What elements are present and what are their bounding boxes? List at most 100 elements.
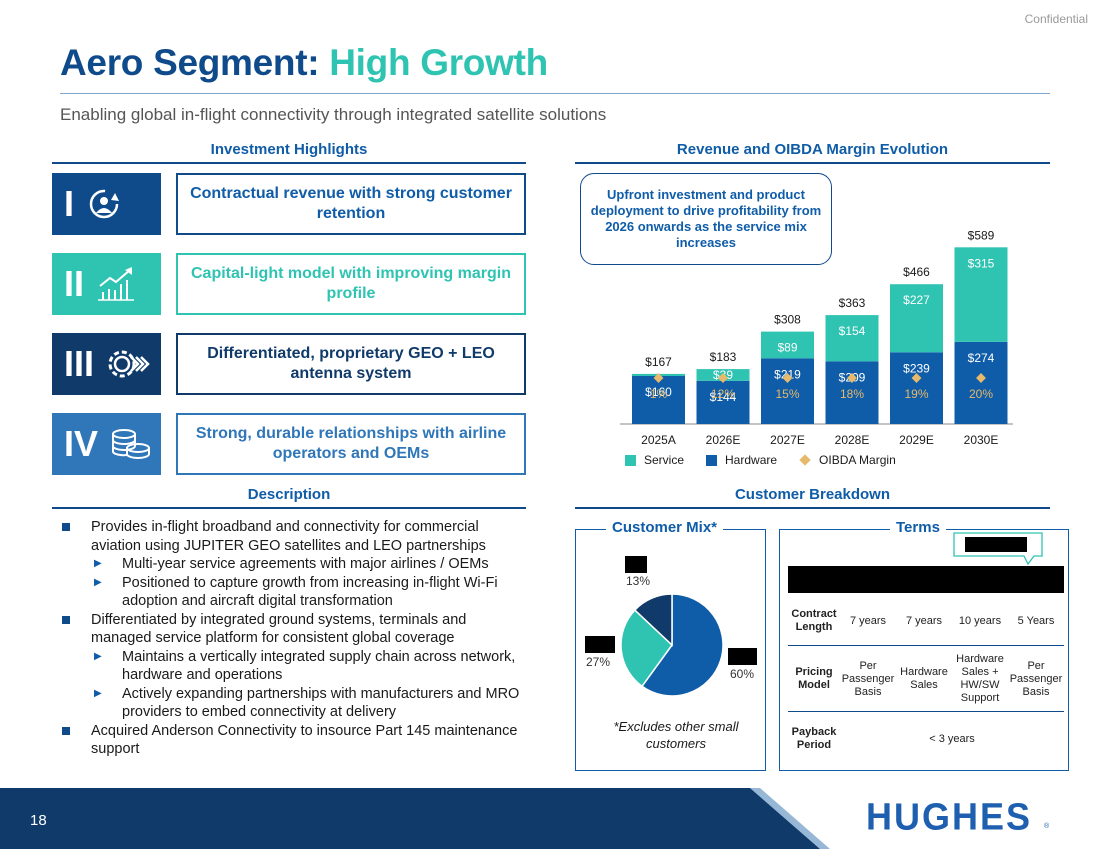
terms-cell: Per Passenger Basis: [1009, 659, 1063, 698]
oibda-margin-marker: [911, 373, 922, 383]
legend-item-oibda: OIBDA Margin: [799, 453, 896, 467]
oibda-margin-label: 1%: [650, 387, 668, 401]
bar-service-label: $227: [903, 293, 930, 307]
oibda-margin-label: 19%: [904, 387, 928, 401]
revenue-chart: $167$1601%2025A$183$144$3912%2026E$308$2…: [620, 228, 1013, 447]
terms-divider: [788, 711, 1064, 712]
pie-label-27: 27%: [586, 655, 611, 669]
description-heading: Description: [247, 486, 331, 503]
terms-cell: < 3 years: [929, 732, 975, 745]
bar-hardware-label: $274: [968, 351, 995, 365]
bar-hardware: [761, 358, 814, 424]
highlight-badge-4: IV: [52, 413, 161, 475]
legend-label: OIBDA Margin: [819, 453, 896, 467]
description-list: Provides in-flight broadband and connect…: [60, 518, 530, 759]
bar-total-label: $308: [774, 313, 801, 327]
title-accent: High Growth: [329, 42, 548, 83]
description-sub-bullet: Positioned to capture growth from increa…: [60, 574, 530, 611]
bar-service: [890, 284, 943, 353]
oibda-margin-marker: [847, 373, 857, 383]
oibda-margin-label: 15%: [775, 387, 799, 401]
highlight-numeral: IV: [64, 423, 99, 464]
x-tick-label: 2028E: [835, 433, 870, 447]
terms-cell: Hardware Sales: [900, 666, 948, 691]
highlight-text-2: Capital-light model with improving margi…: [176, 253, 526, 315]
terms-row-payback-period: Payback Period < 3 years: [788, 724, 1064, 754]
page-number: 18: [30, 812, 47, 829]
x-tick-label: 2030E: [964, 433, 999, 447]
chart-callout: Upfront investment and product deploymen…: [580, 173, 832, 265]
logo-registered-mark: ®: [1044, 823, 1050, 830]
bar-service-label: $315: [968, 256, 995, 270]
customer-mix-pie: [620, 593, 724, 697]
bar-hardware: [890, 352, 943, 424]
highlight-text-3: Differentiated, proprietary GEO + LEO an…: [176, 333, 526, 395]
hughes-logo: HUGHES: [866, 794, 1033, 838]
highlight-text-4: Strong, durable relationships with airli…: [176, 413, 526, 475]
customer-mix-title: Customer Mix*: [606, 519, 724, 536]
terms-row-contract-length: Contract Length 7 years 7 years 10 years…: [788, 606, 1064, 636]
highlight-text-1: Contractual revenue with strong customer…: [176, 173, 526, 235]
highlight-numeral: I: [64, 183, 75, 224]
bar-service-label: $89: [777, 341, 797, 355]
revenue-chart-heading: Revenue and OIBDA Margin Evolution: [676, 141, 949, 158]
oibda-margin-marker: [782, 373, 793, 383]
terms-row-pricing-model: Pricing Model Per Passenger Basis Hardwa…: [788, 652, 1064, 706]
footer-band: [0, 788, 830, 849]
terms-row-header: Contract Length: [791, 608, 837, 633]
revenue-chart-rule: [575, 162, 1050, 164]
legend-item-service: Service: [625, 453, 684, 467]
terms-cell: Per Passenger Basis: [841, 659, 895, 698]
pie-slice: [640, 593, 724, 697]
coins-icon: [112, 429, 151, 459]
terms-cell: Hardware Sales + HW/SW Support: [956, 653, 1004, 704]
bar-service: [761, 331, 814, 359]
bar-hardware: [632, 376, 685, 424]
pie-slice: [620, 609, 673, 688]
legend-swatch-hardware: [706, 454, 718, 466]
highlight-numeral: II: [64, 263, 85, 304]
redaction-block: [965, 537, 1027, 552]
customer-breakdown-rule: [575, 507, 1050, 509]
title-divider: [60, 93, 1050, 94]
bar-total-label: $466: [903, 265, 930, 279]
description-sub-bullet: Maintains a vertically integrated supply…: [60, 648, 530, 685]
terms-cell: 5 Years: [1017, 614, 1055, 627]
confidential-label: Confidential: [1024, 12, 1088, 26]
bar-service-label: $154: [839, 324, 866, 338]
bar-hardware-label: $239: [903, 361, 930, 375]
highlight-badge-2: II: [52, 253, 161, 315]
x-tick-label: 2029E: [899, 433, 934, 447]
bar-total-label: $589: [968, 228, 995, 242]
title-main: Aero Segment:: [60, 42, 320, 83]
legend-swatch-oibda: [799, 454, 811, 466]
oibda-margin-marker: [653, 373, 664, 383]
description-sub-bullet: Multi-year service agreements with major…: [60, 555, 530, 574]
redaction-block: [728, 648, 757, 665]
oibda-margin-label: 18%: [840, 387, 864, 401]
investment-highlights-rule: [52, 162, 526, 164]
description-bullet: Provides in-flight broadband and connect…: [60, 518, 530, 555]
terms-row-header: Pricing Model: [795, 666, 833, 691]
legend-swatch-service: [625, 454, 636, 466]
legend-label: Service: [644, 453, 685, 467]
x-tick-label: 2027E: [770, 433, 805, 447]
growth-chart-icon: [98, 267, 135, 301]
highlight-badge-3: III: [52, 333, 161, 395]
description-rule: [52, 507, 526, 509]
x-tick-label: 2026E: [706, 433, 741, 447]
gear-speed-icon: [108, 350, 150, 378]
pie-label-60: 60%: [730, 667, 755, 681]
redaction-block: [625, 556, 647, 573]
customer-breakdown-heading: Customer Breakdown: [734, 486, 891, 503]
terms-cell: 7 years: [905, 614, 943, 627]
description-bullet: Acquired Anderson Connectivity to insour…: [60, 722, 530, 759]
legend-label: Hardware: [725, 453, 778, 467]
highlight-numeral: III: [64, 343, 95, 384]
bar-total-label: $167: [645, 355, 672, 369]
oibda-margin-label: 20%: [969, 387, 993, 401]
terms-title: Terms: [890, 519, 946, 536]
terms-cell: 10 years: [958, 614, 1002, 627]
terms-divider: [788, 645, 1064, 646]
bar-total-label: $183: [710, 350, 737, 364]
